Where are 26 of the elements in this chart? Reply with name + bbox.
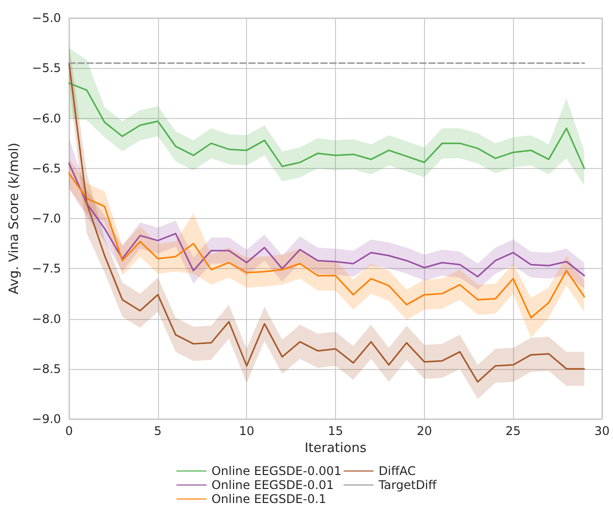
x-tick-label: 25 <box>506 424 521 438</box>
y-tick-label: −7.5 <box>32 262 62 276</box>
y-tick-label: −5.0 <box>32 11 62 25</box>
x-tick-label: 15 <box>328 424 344 438</box>
x-tick-label: 0 <box>65 424 73 438</box>
line-series <box>68 172 585 318</box>
y-tick-label: −6.0 <box>32 111 62 126</box>
y-tick-label: −9.0 <box>32 412 62 426</box>
y-axis-title: Avg. Vina Score (k/mol) <box>7 142 22 294</box>
x-tick-label: 10 <box>239 424 254 438</box>
y-tick-label: −7.0 <box>32 212 62 226</box>
line-series <box>68 162 585 278</box>
y-tick-label: −8.5 <box>32 362 62 376</box>
legend-label: DiffAC <box>378 464 416 478</box>
y-tick-label: −5.5 <box>32 61 62 76</box>
line-series <box>68 82 585 170</box>
legend-label: Online EEGSDE-0.1 <box>211 492 326 506</box>
x-tick-label: 20 <box>416 424 432 438</box>
x-tick-label: 30 <box>594 424 610 438</box>
x-axis-title: Iterations <box>304 440 367 456</box>
y-tick-label: −8.0 <box>32 312 62 326</box>
legend-label: Online EEGSDE-0.01 <box>211 478 334 492</box>
x-tick-label: 5 <box>154 424 162 438</box>
legend-label: TargetDiff <box>378 478 438 492</box>
legend-label: Online EEGSDE-0.001 <box>211 464 342 478</box>
y-tick-label: −6.5 <box>32 161 62 176</box>
